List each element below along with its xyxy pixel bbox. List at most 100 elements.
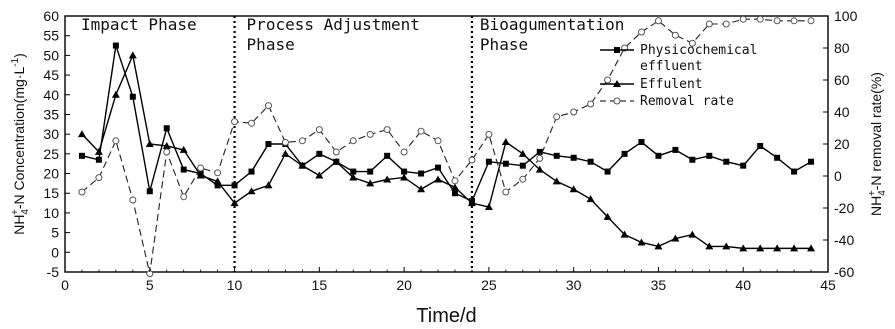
y-left-tick-label: 60 xyxy=(43,8,59,24)
effluent-point xyxy=(162,141,171,149)
physicochemical-effluent-point xyxy=(367,168,374,175)
effluent-point xyxy=(705,242,714,250)
removal-rate-point xyxy=(671,31,679,39)
removal-rate-point xyxy=(536,154,544,162)
physicochemical-effluent-point xyxy=(248,168,255,175)
effluent-point xyxy=(332,157,341,165)
y-left-tick-label: -5 xyxy=(47,264,60,280)
removal-rate-point xyxy=(502,188,510,196)
y-left-tick-label: 55 xyxy=(43,28,59,44)
physicochemical-effluent-point xyxy=(655,152,662,159)
physicochemical-effluent-point xyxy=(553,152,560,159)
removal-rate-point xyxy=(570,108,578,116)
legend-entry-label: Removal rate xyxy=(640,94,734,109)
physicochemical-effluent-point xyxy=(129,93,136,100)
effluent-point xyxy=(756,244,765,252)
removal-rate-point xyxy=(705,20,713,28)
removal-rate-point xyxy=(756,15,764,23)
removal-rate-point xyxy=(112,137,120,145)
y-right-tick-label: 20 xyxy=(834,136,850,152)
effluent-point xyxy=(739,244,748,252)
physicochemical-effluent-point xyxy=(78,152,85,159)
physicochemical-effluent-point xyxy=(231,182,238,189)
physicochemical-effluent-point xyxy=(672,146,679,153)
removal-rate-point xyxy=(773,17,781,25)
removal-rate-point xyxy=(163,148,171,156)
physicochemical-effluent-point xyxy=(316,150,323,157)
legend-entry-label: Effulent xyxy=(640,77,703,92)
y-left-tick-label: 50 xyxy=(43,47,59,63)
removal-rate-point xyxy=(604,76,612,84)
x-tick-label: 5 xyxy=(146,277,154,293)
x-tick-label: 15 xyxy=(312,277,328,293)
physicochemical-effluent-point xyxy=(757,142,764,149)
phase-label-2: Process Adjustment xyxy=(247,15,420,34)
physicochemical-effluent-point xyxy=(350,168,357,175)
removal-rate-point xyxy=(790,17,798,25)
x-tick-label: 25 xyxy=(481,277,497,293)
x-tick-label: 30 xyxy=(566,277,582,293)
physicochemical-effluent-point xyxy=(112,42,119,49)
effluent-point xyxy=(298,161,307,169)
physicochemical-effluent-point xyxy=(774,154,781,161)
y-right-tick-label: 40 xyxy=(834,104,850,120)
physicochemical-effluent-point xyxy=(740,162,747,169)
removal-rate-point xyxy=(587,100,595,108)
removal-rate-point xyxy=(434,137,442,145)
effluent-point xyxy=(145,140,154,147)
x-tick-label: 10 xyxy=(227,277,243,293)
y-right-tick-label: 80 xyxy=(834,40,850,56)
y-right-tick-label: -20 xyxy=(834,200,854,216)
y-left-tick-label: 10 xyxy=(43,205,59,221)
effluent-point xyxy=(807,244,816,252)
removal-rate-point xyxy=(197,164,205,172)
physicochemical-effluent-point xyxy=(519,162,526,169)
effluent-point xyxy=(77,130,86,138)
y-right-axis-label: NH4+-N removal rate(%) xyxy=(867,72,888,216)
removal-rate-point xyxy=(739,15,747,23)
y-left-label-sup: + xyxy=(10,209,21,215)
effluent-point xyxy=(196,171,205,179)
x-tick-label: 0 xyxy=(61,277,69,293)
effluent-point xyxy=(620,230,629,238)
y-left-tick-label: 35 xyxy=(43,106,59,122)
physicochemical-effluent-point xyxy=(570,154,577,161)
effluent-point xyxy=(790,244,799,252)
y-right-tick-label: -60 xyxy=(834,264,854,280)
physicochemical-effluent-point xyxy=(214,182,221,189)
y-left-axis-label: NH4+-N Concentration(mg·L-1) xyxy=(10,53,31,235)
effluent-point xyxy=(434,175,443,183)
physicochemical-effluent-point xyxy=(808,158,815,165)
legend-swatch-marker xyxy=(614,47,620,53)
series-layer xyxy=(77,15,816,278)
y-left-label-suffix: -N Concentration(mg·L xyxy=(11,67,27,210)
effluent-point xyxy=(654,242,663,250)
phase-label-3: Bioagumentation xyxy=(480,15,625,34)
physicochemical-effluent-point xyxy=(587,158,594,165)
phase-label-1: Impact Phase xyxy=(81,15,197,34)
effluent-point xyxy=(773,244,782,252)
effluent-point xyxy=(603,212,612,220)
effluent-point xyxy=(111,90,120,98)
physicochemical-effluent-point xyxy=(451,190,458,197)
effluent-point xyxy=(535,165,544,173)
physicochemical-effluent-series xyxy=(78,42,815,205)
y-left-tick-label: 5 xyxy=(51,225,59,241)
removal-rate-point xyxy=(180,193,188,201)
effluent-point xyxy=(247,187,256,195)
x-axis-label: Time/d xyxy=(416,305,476,327)
removal-rate-point xyxy=(214,169,222,177)
removal-rate-point xyxy=(417,127,425,135)
y-right-label-prefix: NH xyxy=(868,196,884,216)
y-left-tick-label: 0 xyxy=(51,244,59,260)
x-tick-label: 35 xyxy=(651,277,667,293)
removal-rate-point xyxy=(95,174,103,182)
y-right-tick-label: 60 xyxy=(834,72,850,88)
y-left-tick-label: 40 xyxy=(43,87,59,103)
effluent-point xyxy=(383,175,392,183)
effluent-point xyxy=(501,138,510,146)
removal-rate-point xyxy=(485,130,493,138)
effluent-point xyxy=(315,171,324,179)
removal-rate-point xyxy=(688,39,696,47)
physicochemical-effluent-point xyxy=(791,168,798,175)
